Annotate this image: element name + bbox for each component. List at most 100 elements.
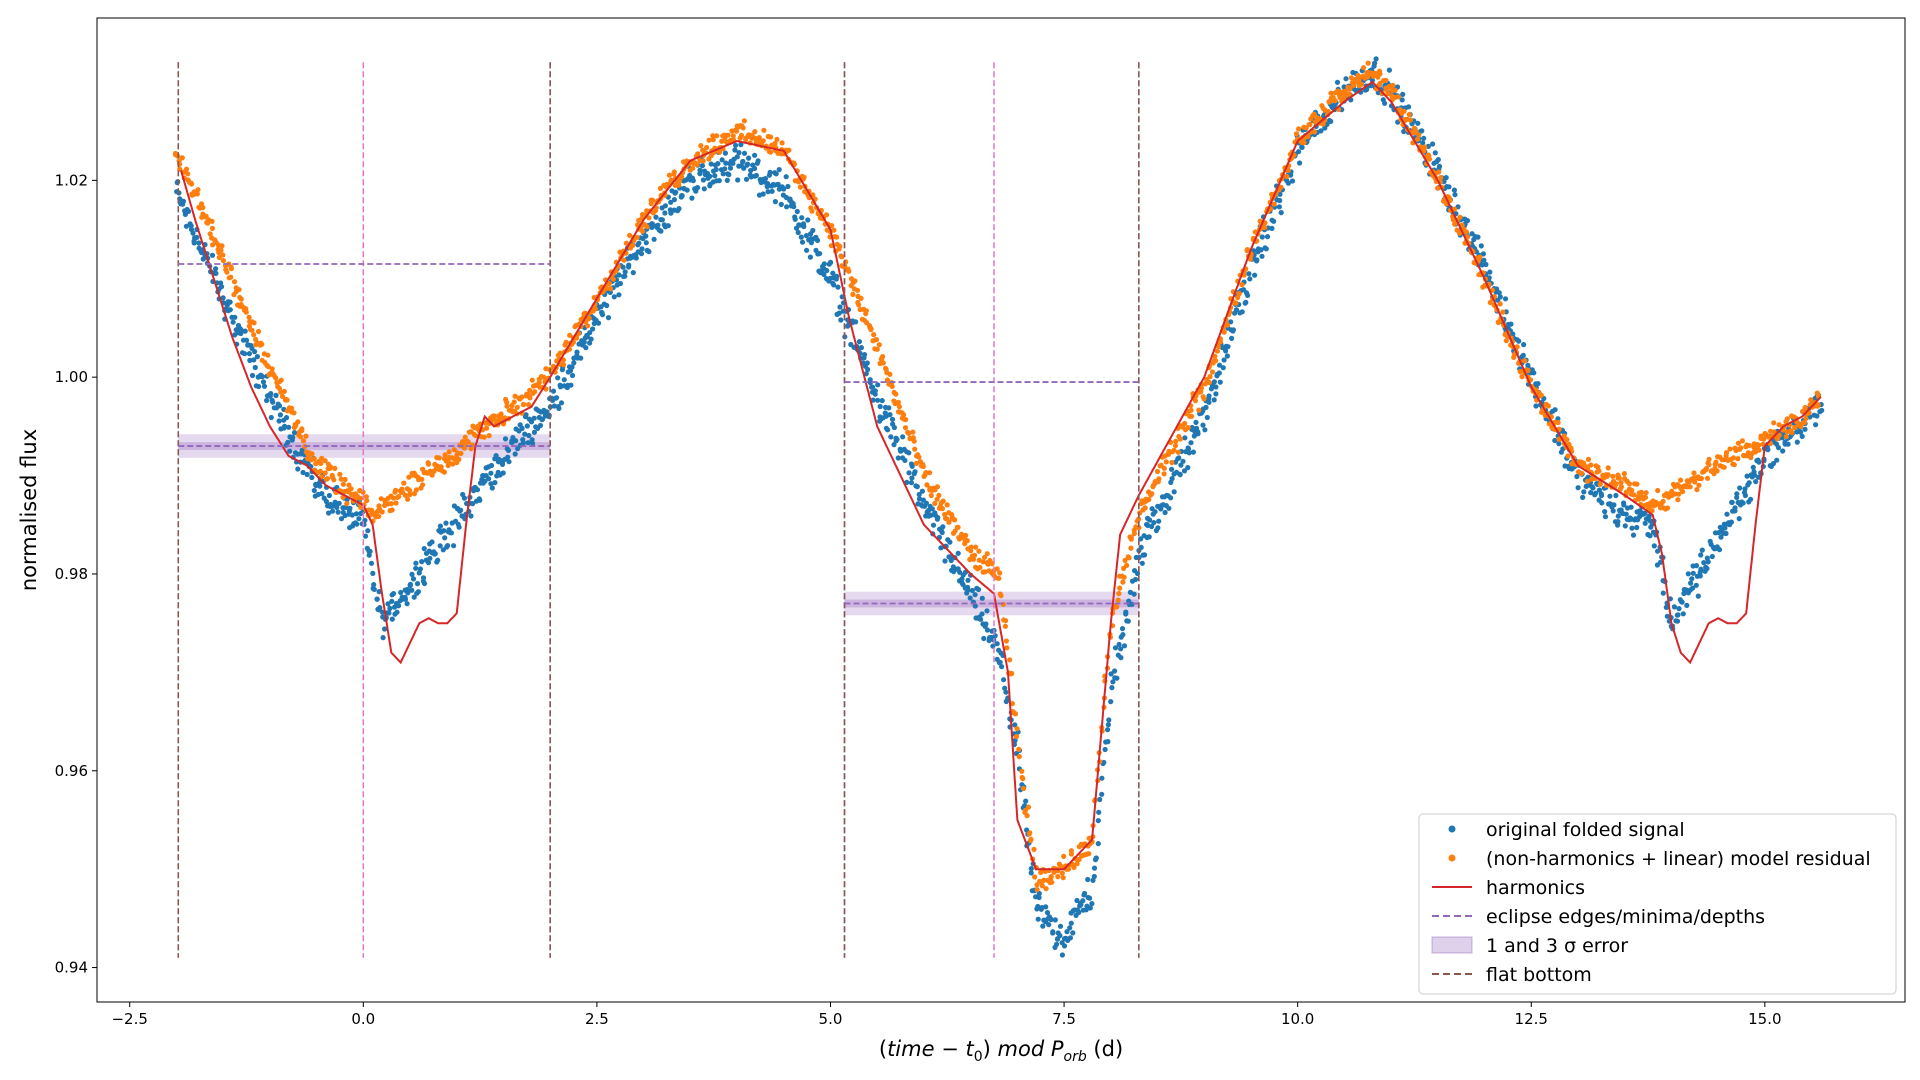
residual-point-group-point: [1365, 60, 1371, 66]
residual-point-group-point: [871, 332, 877, 338]
original-signal-point-group-point: [1245, 292, 1251, 298]
original-signal-point-group-point: [1271, 218, 1277, 224]
original-signal-point-group-point: [630, 270, 636, 276]
original-signal-point-group-point: [679, 193, 685, 199]
original-signal-point-group-point: [461, 495, 467, 501]
residual-point-group-point: [1385, 90, 1391, 97]
residual-point-group-point: [1675, 497, 1681, 503]
original-signal-point-group-point: [1087, 895, 1093, 901]
original-signal-point-group-point: [1206, 399, 1212, 405]
original-signal-point-group-point: [959, 576, 965, 582]
residual-point-group-point: [940, 498, 946, 504]
original-signal-point-group-point: [520, 440, 527, 446]
residual-point-group-point: [376, 513, 382, 520]
original-signal-point-group-point: [588, 336, 594, 342]
residual-point-group-point: [1335, 88, 1341, 94]
original-signal-point-group-point: [385, 601, 391, 607]
original-signal-point-group-point: [722, 166, 728, 172]
original-signal-point-group-point: [476, 496, 482, 502]
residual-point-group-point: [331, 477, 337, 483]
original-signal-point-group-point: [323, 498, 329, 505]
residual-point-group-point: [1631, 492, 1637, 498]
original-signal-point-group-point: [795, 229, 801, 236]
residual-point-group-point: [1421, 148, 1427, 154]
original-signal-point-group-point: [443, 520, 449, 526]
original-signal-point-group-point: [1296, 149, 1302, 155]
residual-point-group-point: [226, 275, 232, 281]
original-signal-point-group-point: [776, 167, 782, 173]
original-signal-point-group-point: [1223, 348, 1229, 354]
residual-point-group-point: [1034, 882, 1040, 888]
residual-point-group-point: [1161, 465, 1167, 471]
original-signal-point-group-point: [700, 177, 707, 183]
original-signal-point-group-point: [370, 570, 376, 577]
original-signal-point-group-point: [701, 186, 707, 192]
residual-point-group-point: [1116, 590, 1122, 597]
original-signal-point-group-point: [665, 223, 671, 229]
residual-point-group-point: [194, 191, 200, 197]
original-signal-point-group-point: [930, 522, 937, 528]
original-signal-point-group-point: [180, 198, 187, 204]
original-signal-point-group-point: [1152, 509, 1158, 515]
original-signal-point-group-point: [965, 577, 971, 583]
original-signal-point-group-point: [611, 294, 617, 300]
original-signal-point-group-point: [948, 557, 954, 564]
original-signal-point-group-point: [969, 587, 976, 594]
residual-point-group-point: [1013, 733, 1020, 740]
residual-point-group-point: [1060, 875, 1066, 881]
residual-point-group-point: [1525, 367, 1531, 373]
residual-point-group-point: [251, 320, 257, 326]
original-signal-point-group-point: [1744, 473, 1750, 479]
residual-point-group-point: [253, 336, 259, 343]
original-signal-point-group-point: [1695, 593, 1701, 599]
scatter-points: [172, 56, 1825, 958]
original-signal-point-group-point: [622, 273, 628, 279]
original-signal-point-group-point: [569, 364, 575, 370]
residual-point-group-point: [1306, 121, 1312, 127]
residual-point-group-point: [236, 287, 242, 293]
original-signal-point-group-point: [928, 512, 934, 518]
residual-point-group-point: [195, 187, 201, 193]
original-signal-point-group-point: [451, 543, 457, 549]
original-signal-point-group-point: [638, 251, 645, 257]
original-signal-point-group-point: [405, 590, 411, 596]
residual-point-group-point: [338, 476, 344, 482]
original-signal-point-group-point: [395, 603, 401, 609]
residual-point-group-point: [1175, 449, 1181, 455]
residual-point-group-point: [473, 432, 479, 439]
original-signal-point-group-point: [1693, 582, 1699, 588]
original-signal-point-group-point: [1162, 509, 1168, 516]
residual-point-group-point: [1416, 132, 1422, 138]
residual-point-group-point: [1031, 846, 1037, 853]
original-signal-point-group-point: [334, 504, 340, 510]
residual-point-group-point: [231, 279, 238, 285]
residual-point-group-point: [212, 237, 218, 243]
residual-point-group-point: [1231, 300, 1237, 306]
original-signal-point-group-point: [1446, 184, 1452, 190]
original-signal-point-group-point: [1211, 397, 1217, 403]
original-signal-point-group-point: [957, 569, 963, 575]
original-signal-point-group-point: [1285, 180, 1291, 186]
residual-point-group-point: [1618, 480, 1624, 486]
original-signal-point-group-point: [1221, 357, 1227, 363]
residual-point-group-point: [303, 433, 309, 439]
original-signal-point-group-point: [1093, 855, 1099, 861]
original-signal-point-group-point: [967, 595, 973, 601]
original-signal-point-group-point: [752, 165, 758, 172]
original-signal-point-group-point: [191, 240, 197, 246]
original-signal-point-group-point: [1246, 271, 1252, 277]
original-signal-point-group-point: [213, 270, 219, 276]
original-signal-point-group-point: [1116, 641, 1122, 648]
original-signal-point-group-point: [1739, 499, 1745, 505]
original-signal-point-group-point: [1602, 509, 1608, 515]
original-signal-point-group-point: [1634, 524, 1640, 531]
original-signal-point-group-point: [1723, 530, 1729, 537]
original-signal-point-group-point: [929, 506, 935, 512]
residual-point-group-point: [491, 413, 497, 419]
original-signal-point-group-point: [1799, 433, 1805, 439]
original-signal-point-group-point: [1203, 404, 1209, 410]
residual-point-group-point: [526, 402, 532, 408]
original-signal-point-group-point: [349, 512, 355, 518]
residual-point-group-point: [1034, 887, 1040, 893]
original-signal-point-group-point: [482, 478, 488, 484]
